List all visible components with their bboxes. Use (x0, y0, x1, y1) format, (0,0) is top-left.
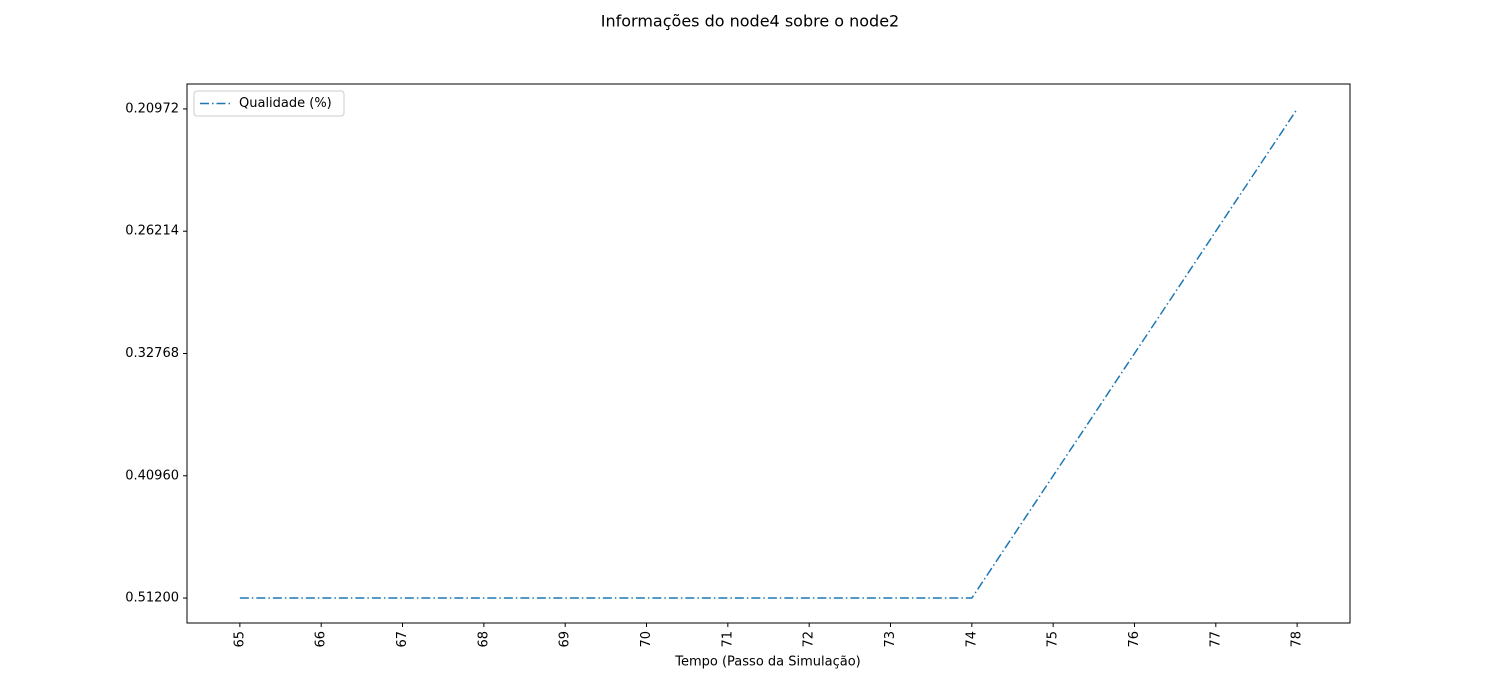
x-tick-label: 74 (964, 631, 979, 648)
x-tick-label: 76 (1127, 631, 1142, 648)
x-tick-label: 77 (1208, 631, 1223, 648)
data-line (239, 108, 1298, 599)
y-tick-label: 0.40960 (125, 468, 179, 483)
y-tick-label: 0.26214 (125, 224, 179, 239)
x-tick-label: 66 (314, 631, 329, 648)
x-tick-label: 73 (883, 631, 898, 648)
x-tick-label: 67 (395, 631, 410, 648)
x-axis-label: Tempo (Passo da Simulação) (674, 655, 861, 670)
x-tick-label: 78 (1290, 631, 1305, 648)
y-tick-label: 0.51200 (125, 591, 179, 606)
x-tick-label: 70 (639, 631, 654, 648)
x-tick-label: 65 (232, 631, 247, 648)
x-tick-label: 68 (476, 631, 491, 648)
chart-title: Informações do node4 sobre o node2 (601, 12, 899, 31)
y-tick-label: 0.32768 (125, 346, 179, 361)
x-tick-label: 75 (1046, 631, 1061, 648)
y-tick-label: 0.20972 (125, 101, 179, 116)
x-tick-label: 69 (558, 631, 573, 648)
x-tick-label: 71 (720, 631, 735, 648)
legend-label: Qualidade (%) (239, 96, 332, 111)
x-tick-label: 72 (802, 631, 817, 648)
legend-box (193, 90, 345, 117)
legend: Qualidade (%) (193, 90, 345, 117)
